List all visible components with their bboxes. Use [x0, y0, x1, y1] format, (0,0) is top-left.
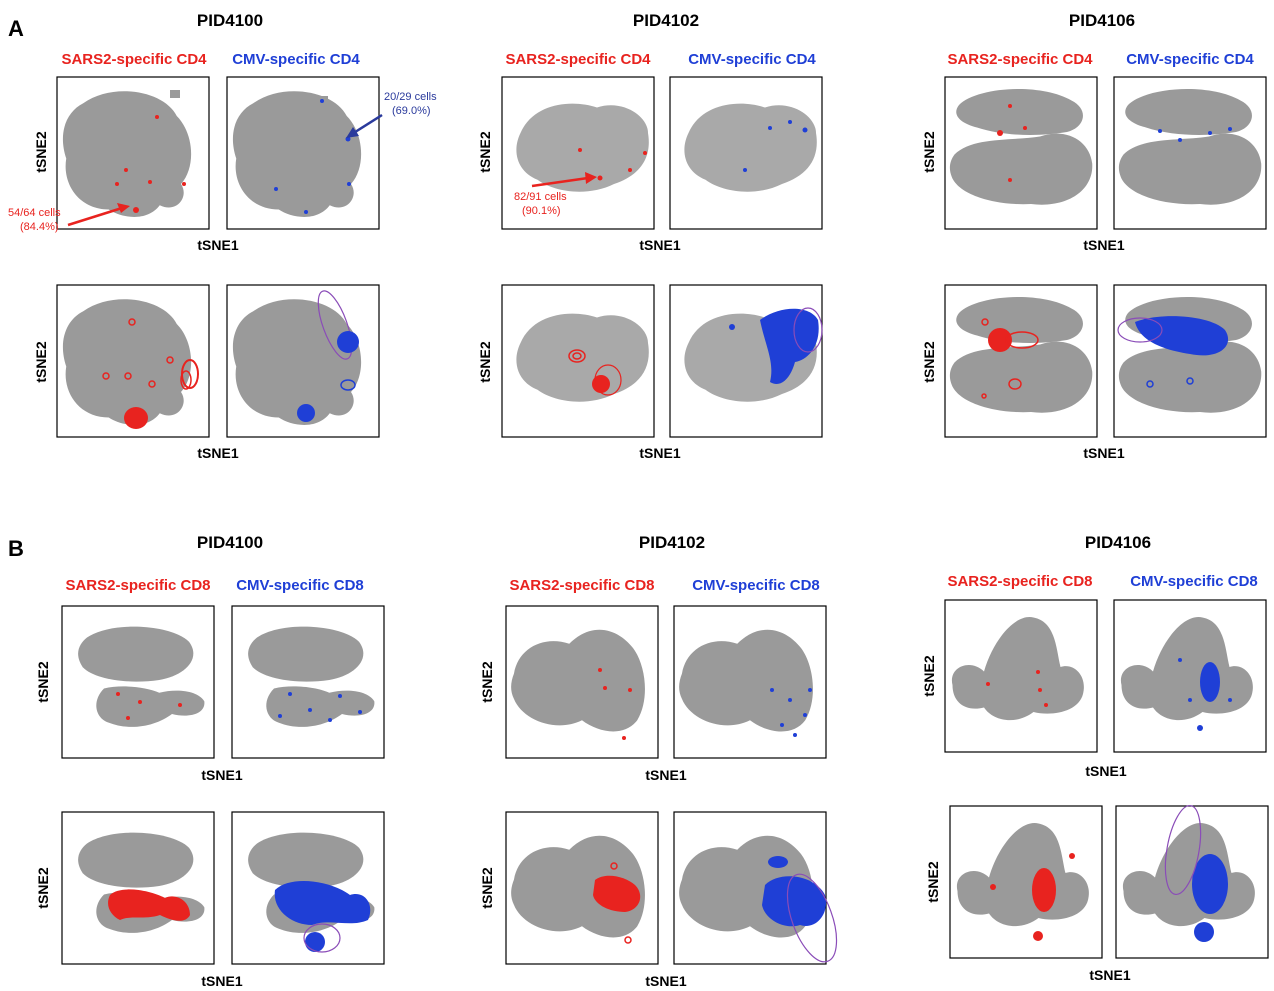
pid-title-a-3: PID4106	[1069, 11, 1135, 30]
plot-b-pid4100-cmv-dots	[231, 605, 385, 759]
pid-title-a-1: PID4100	[197, 11, 263, 30]
xlabel-a-4: tSNE1	[197, 445, 238, 461]
header-cmv-cd4-2: CMV-specific CD4	[688, 51, 816, 68]
xlabel-a-3: tSNE1	[1083, 237, 1124, 253]
plot-b-pid4106-cmv-dots	[1113, 599, 1267, 753]
pid-title-b-3: PID4106	[1085, 533, 1151, 552]
ylabel-a-6: tSNE2	[921, 341, 937, 382]
plot-a-pid4106-sars-contour	[944, 284, 1098, 438]
ylabel-b-1: tSNE2	[35, 661, 51, 702]
plot-a-pid4100-cmv-contour	[226, 284, 380, 438]
plot-b-pid4102-sars-dots	[505, 605, 659, 759]
ylabel-a-4: tSNE2	[33, 341, 49, 382]
ylabel-b-6: tSNE2	[925, 861, 941, 902]
header-sars-cd8-2: SARS2-specific CD8	[509, 577, 654, 594]
ylabel-b-2: tSNE2	[479, 661, 495, 702]
plot-a-pid4106-sars-dots	[944, 76, 1098, 230]
header-cmv-cd4-1: CMV-specific CD4	[232, 51, 360, 68]
plot-b-pid4102-cmv-dots	[673, 605, 827, 759]
xlabel-b-5: tSNE1	[645, 973, 686, 989]
ylabel-a-1: tSNE2	[33, 131, 49, 172]
ylabel-a-5: tSNE2	[477, 341, 493, 382]
plot-b-pid4106-sars-contour	[949, 805, 1103, 959]
annotation-pid4100-sars: 54/64 cells (84.4%)	[8, 203, 130, 233]
xlabel-a-5: tSNE1	[639, 445, 680, 461]
xlabel-b-3: tSNE1	[1085, 763, 1126, 779]
pid-title-b-1: PID4100	[197, 533, 263, 552]
plot-a-pid4102-cmv-dots	[669, 76, 823, 230]
annotation-pid4100-sars-cells: 54/64 cells	[8, 207, 61, 219]
header-sars-cd8-1: SARS2-specific CD8	[65, 577, 210, 594]
plot-a-pid4102-sars-contour	[501, 284, 655, 438]
xlabel-b-1: tSNE1	[201, 767, 242, 783]
plot-b-pid4100-sars-dots	[61, 605, 215, 759]
header-cmv-cd4-3: CMV-specific CD4	[1126, 51, 1254, 68]
annotation-pid4100-cmv-cells: 20/29 cells	[384, 91, 437, 103]
xlabel-a-1: tSNE1	[197, 237, 238, 253]
xlabel-b-6: tSNE1	[1089, 967, 1130, 983]
plot-b-pid4100-cmv-contour	[231, 811, 385, 965]
pid-title-a-2: PID4102	[633, 11, 699, 30]
xlabel-b-2: tSNE1	[645, 767, 686, 783]
annotation-pid4102-sars: 82/91 cells (90.1%)	[514, 172, 597, 217]
plot-b-pid4106-cmv-contour	[1115, 804, 1269, 959]
plot-a-pid4100-sars-dots	[56, 76, 210, 230]
plot-b-pid4102-cmv-contour	[673, 811, 838, 965]
panel-label-b: B	[8, 536, 24, 561]
plot-a-pid4102-cmv-contour	[669, 284, 823, 438]
plot-a-pid4100-cmv-dots	[226, 76, 380, 230]
header-cmv-cd8-3: CMV-specific CD8	[1130, 573, 1258, 590]
panel-label-a: A	[8, 16, 24, 41]
ylabel-b-4: tSNE2	[35, 867, 51, 908]
header-sars-cd8-3: SARS2-specific CD8	[947, 573, 1092, 590]
plot-a-pid4106-cmv-dots	[1113, 76, 1267, 230]
plot-b-pid4102-sars-contour	[505, 811, 659, 965]
annotation-pid4100-cmv-pct: (69.0%)	[392, 105, 431, 117]
plot-a-pid4102-sars-dots	[501, 76, 655, 230]
annotation-pid4100-cmv: 20/29 cells (69.0%)	[346, 91, 437, 138]
header-sars-cd4-3: SARS2-specific CD4	[947, 51, 1093, 68]
annotation-pid4102-sars-pct: (90.1%)	[522, 205, 561, 217]
plot-a-pid4106-cmv-contour	[1113, 284, 1267, 438]
xlabel-b-4: tSNE1	[201, 973, 242, 989]
plot-a-pid4100-sars-contour	[56, 284, 210, 438]
header-sars-cd4-1: SARS2-specific CD4	[61, 51, 207, 68]
pid-title-b-2: PID4102	[639, 533, 705, 552]
header-cmv-cd8-1: CMV-specific CD8	[236, 577, 364, 594]
ylabel-b-5: tSNE2	[479, 867, 495, 908]
annotation-pid4102-sars-cells: 82/91 cells	[514, 191, 567, 203]
ylabel-b-3: tSNE2	[921, 655, 937, 696]
header-sars-cd4-2: SARS2-specific CD4	[505, 51, 651, 68]
ylabel-a-2: tSNE2	[477, 131, 493, 172]
plot-b-pid4106-sars-dots	[944, 599, 1098, 753]
ylabel-a-3: tSNE2	[921, 131, 937, 172]
xlabel-a-6: tSNE1	[1083, 445, 1124, 461]
xlabel-a-2: tSNE1	[639, 237, 680, 253]
annotation-pid4100-sars-pct: (84.4%)	[20, 221, 59, 233]
header-cmv-cd8-2: CMV-specific CD8	[692, 577, 820, 594]
plot-b-pid4100-sars-contour	[61, 811, 215, 965]
